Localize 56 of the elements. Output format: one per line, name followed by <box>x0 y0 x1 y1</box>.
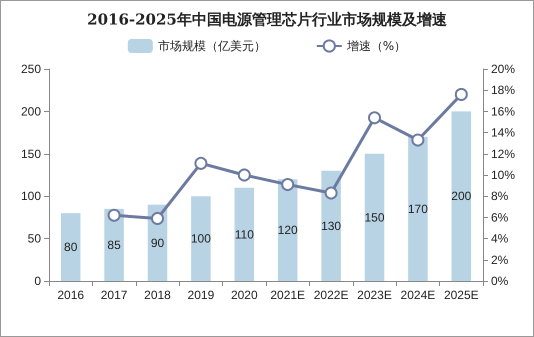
point <box>151 212 164 225</box>
point <box>368 111 381 124</box>
y2-tick-label: 12% <box>491 146 516 161</box>
y-tick-label: 250 <box>20 62 42 76</box>
y2-tick-label: 14% <box>491 126 516 140</box>
x-tick-label: 2024E <box>400 288 436 302</box>
x-tick-label: 2023E <box>357 288 392 302</box>
y2-tick-label: 2% <box>491 252 509 267</box>
data-label: 90 <box>150 236 164 250</box>
y2-tick-label: 0% <box>491 274 509 288</box>
y2-tick-label: 16% <box>491 104 516 118</box>
bar <box>191 196 211 281</box>
y2-tick-label: 8% <box>491 189 509 204</box>
data-label: 120 <box>278 223 298 238</box>
point <box>281 178 294 192</box>
data-label: 85 <box>107 238 122 252</box>
bar <box>321 170 341 281</box>
bar <box>234 188 254 281</box>
x-tick-label: 2018 <box>144 288 172 302</box>
y2-tick-label: 18% <box>491 83 516 98</box>
x-tick-label: 2025E <box>444 288 479 302</box>
point <box>238 168 251 182</box>
data-label: 150 <box>364 210 385 224</box>
y-tick-label: 50 <box>28 232 42 246</box>
data-label: 130 <box>321 218 342 233</box>
x-tick-label: 2020 <box>230 288 258 302</box>
y-tick-label: 150 <box>20 146 42 161</box>
legend-label: 市场规模（亿美元） <box>158 39 266 53</box>
y2-tick-label: 4% <box>491 232 509 246</box>
x-tick-label: 2016 <box>57 288 84 302</box>
y-tick-label: 100 <box>20 189 42 204</box>
bar <box>452 111 472 281</box>
legend-label: 增速（%） <box>346 39 406 53</box>
point <box>108 208 121 222</box>
y2-tick-label: 10% <box>491 168 516 182</box>
x-tick-label: 2019 <box>188 288 215 302</box>
chart-title: 2016-2025年中国电源管理芯片行业市场规模及增速 <box>87 10 448 28</box>
point <box>194 156 208 170</box>
bar <box>364 154 384 281</box>
x-tick-label: 2021E <box>270 288 306 302</box>
point <box>324 186 338 200</box>
point <box>454 88 468 101</box>
bar <box>60 213 80 281</box>
y-tick-label: 200 <box>20 104 42 118</box>
x-tick-label: 2022E <box>314 288 348 302</box>
data-label: 170 <box>408 202 428 216</box>
data-label: 100 <box>190 232 212 246</box>
data-label: 200 <box>451 189 472 204</box>
y2-tick-label: 20% <box>491 62 516 76</box>
data-label: 80 <box>64 240 78 254</box>
point <box>411 134 424 147</box>
x-tick-label: 2017 <box>100 288 128 302</box>
bar <box>408 136 428 281</box>
y2-tick-label: 6% <box>491 210 509 224</box>
data-label: 110 <box>234 227 254 242</box>
y-tick-label: 0 <box>34 274 42 288</box>
